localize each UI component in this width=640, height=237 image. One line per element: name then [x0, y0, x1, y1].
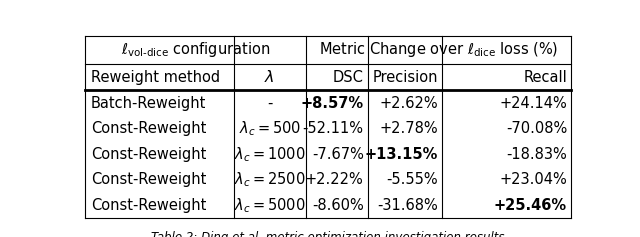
Text: DSC: DSC	[333, 70, 364, 85]
Text: -31.68%: -31.68%	[378, 198, 438, 213]
Text: Batch-Reweight: Batch-Reweight	[91, 96, 206, 111]
Text: Const-Reweight: Const-Reweight	[91, 198, 206, 213]
Text: -: -	[267, 96, 273, 111]
Text: Const-Reweight: Const-Reweight	[91, 147, 206, 162]
Text: +2.62%: +2.62%	[380, 96, 438, 111]
Text: $\lambda_c = 500$: $\lambda_c = 500$	[239, 119, 301, 138]
Text: $\lambda$: $\lambda$	[264, 69, 275, 85]
Text: Precision: Precision	[372, 70, 438, 85]
Text: -52.11%: -52.11%	[303, 121, 364, 136]
Text: Recall: Recall	[524, 70, 567, 85]
Text: -7.67%: -7.67%	[312, 147, 364, 162]
Text: +25.46%: +25.46%	[494, 198, 567, 213]
Text: Metric Change over $\ell_{\mathrm{dice}}$ loss (%): Metric Change over $\ell_{\mathrm{dice}}…	[319, 40, 558, 59]
Text: +23.04%: +23.04%	[499, 172, 567, 187]
Text: +2.22%: +2.22%	[305, 172, 364, 187]
Text: Const-Reweight: Const-Reweight	[91, 172, 206, 187]
Text: +24.14%: +24.14%	[499, 96, 567, 111]
Text: $\lambda_c = 2500$: $\lambda_c = 2500$	[234, 171, 305, 189]
Text: -5.55%: -5.55%	[387, 172, 438, 187]
Text: $\ell_{\mathrm{vol\text{-}dice}}$ configuration: $\ell_{\mathrm{vol\text{-}dice}}$ config…	[121, 40, 270, 59]
Text: Const-Reweight: Const-Reweight	[91, 121, 206, 136]
Text: +13.15%: +13.15%	[365, 147, 438, 162]
Text: +8.57%: +8.57%	[301, 96, 364, 111]
Text: -70.08%: -70.08%	[506, 121, 567, 136]
Text: $\lambda_c = 1000$: $\lambda_c = 1000$	[234, 145, 305, 164]
Text: Reweight method: Reweight method	[91, 70, 220, 85]
Text: -18.83%: -18.83%	[506, 147, 567, 162]
Text: +2.78%: +2.78%	[380, 121, 438, 136]
Text: -8.60%: -8.60%	[312, 198, 364, 213]
Text: Table 2: Ding et al. metric optimization investigation results: Table 2: Ding et al. metric optimization…	[151, 231, 505, 237]
Text: $\lambda_c = 5000$: $\lambda_c = 5000$	[234, 196, 305, 215]
